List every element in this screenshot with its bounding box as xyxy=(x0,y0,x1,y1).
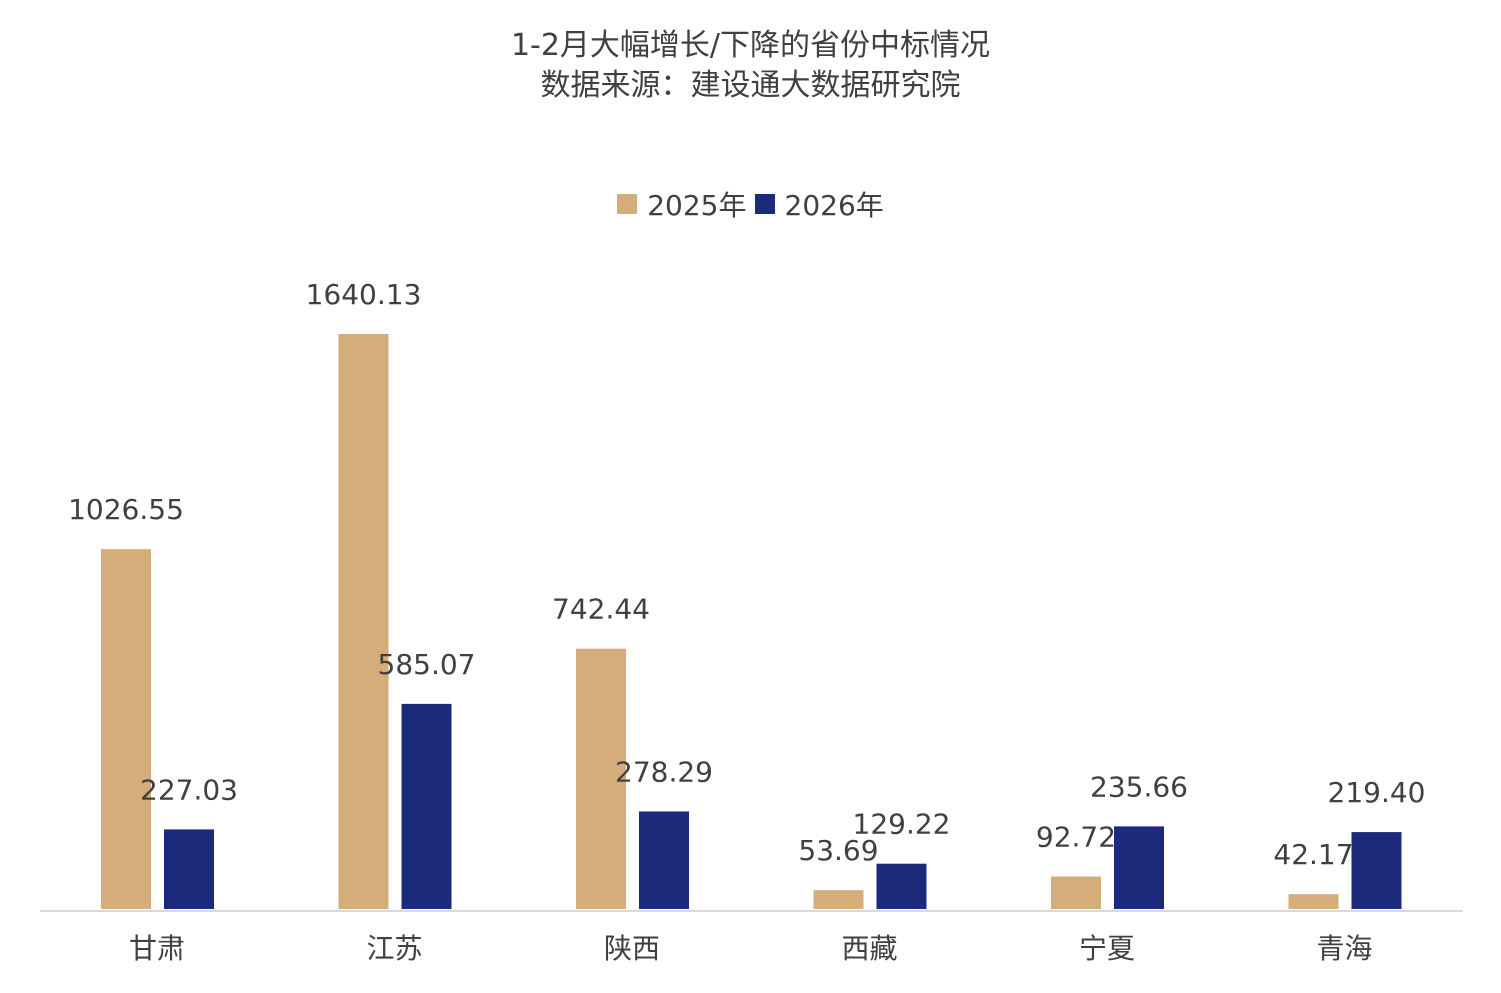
bar-2025-5 xyxy=(1288,894,1339,909)
data-label-2026-2: 278.29 xyxy=(615,755,713,788)
legend-label-2026: 2026年 xyxy=(784,189,884,222)
legend-swatch-2025 xyxy=(617,194,638,214)
data-label-2025-0: 1026.55 xyxy=(68,493,184,526)
bar-2025-0 xyxy=(101,549,151,909)
legend-item-2026: 2026年 xyxy=(754,184,884,224)
data-label-2026-5: 219.40 xyxy=(1328,776,1426,809)
bar-2026-4 xyxy=(1114,826,1164,909)
category-label-1: 江苏 xyxy=(366,932,422,965)
category-label-5: 青海 xyxy=(1316,932,1372,965)
category-label-2: 陕西 xyxy=(604,932,660,965)
data-label-2026-1: 585.07 xyxy=(378,648,476,681)
data-label-2025-5: 42.17 xyxy=(1273,838,1353,871)
category-label-3: 西藏 xyxy=(841,932,897,965)
bar-2025-1 xyxy=(338,334,389,909)
legend-label-2025: 2025年 xyxy=(647,189,747,222)
bar-2025-2 xyxy=(576,648,626,909)
legend: 2025年 2026年 xyxy=(0,184,1501,224)
data-label-2025-2: 742.44 xyxy=(552,593,650,626)
data-label-2026-4: 235.66 xyxy=(1090,770,1188,803)
data-label-2025-3: 53.69 xyxy=(798,834,878,867)
data-label-2026-0: 227.03 xyxy=(140,773,238,806)
bar-2025-3 xyxy=(813,890,864,909)
bar-2025-4 xyxy=(1051,876,1101,909)
category-label-0: 甘肃 xyxy=(129,932,185,965)
bar-2026-0 xyxy=(164,829,214,909)
bar-2026-3 xyxy=(876,863,927,909)
data-label-2025-4: 92.72 xyxy=(1036,820,1116,853)
chart-subtitle: 数据来源：建设通大数据研究院 xyxy=(540,68,961,103)
data-label-2025-1: 1640.13 xyxy=(306,278,422,311)
data-label-2026-3: 129.22 xyxy=(853,808,951,841)
bar-2026-2 xyxy=(639,811,689,909)
bar-2026-5 xyxy=(1351,832,1402,909)
chart-title: 1-2月大幅增长/下降的省份中标情况 xyxy=(510,28,991,63)
category-label-4: 宁夏 xyxy=(1079,932,1135,965)
legend-item-2025: 2025年 xyxy=(617,184,747,224)
bar-2026-1 xyxy=(401,703,452,909)
legend-swatch-2026 xyxy=(754,194,775,214)
